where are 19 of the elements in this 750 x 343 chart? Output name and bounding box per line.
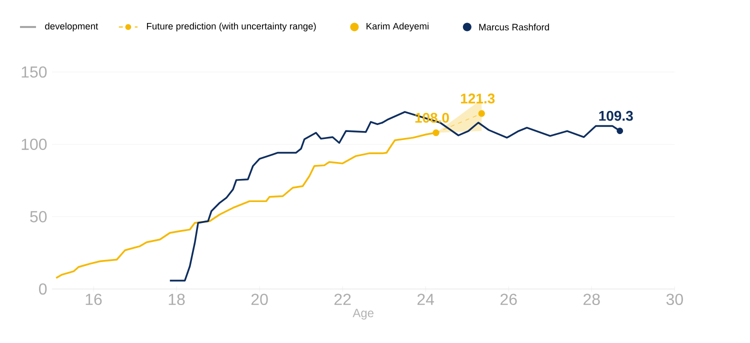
x-tick-label: 30 xyxy=(666,294,683,306)
x-tick-label: 22 xyxy=(334,294,351,305)
legend-title: development xyxy=(45,22,98,32)
y-tick-label: 0 xyxy=(39,283,47,295)
y-tick-label: 100 xyxy=(22,138,47,150)
legend-label: Future prediction (with uncertainty range) xyxy=(147,22,316,32)
x-tick-label: 20 xyxy=(251,294,268,306)
x-tick-label: 28 xyxy=(584,294,600,306)
x-tick-label: 16 xyxy=(86,294,102,306)
data-label: 121.3 xyxy=(461,94,495,104)
legend-label: Karim Adeyemi xyxy=(366,22,428,32)
y-tick-label: 150 xyxy=(22,66,47,78)
x-tick-label: 18 xyxy=(168,294,185,306)
x-tick-label: 26 xyxy=(500,294,517,306)
y-tick-label: 50 xyxy=(30,211,47,222)
x-axis-title: Age xyxy=(352,308,374,320)
x-tick-label: 24 xyxy=(418,294,434,305)
legend-label: Marcus Rashford xyxy=(479,24,549,30)
data-label: 109.3 xyxy=(599,110,633,121)
